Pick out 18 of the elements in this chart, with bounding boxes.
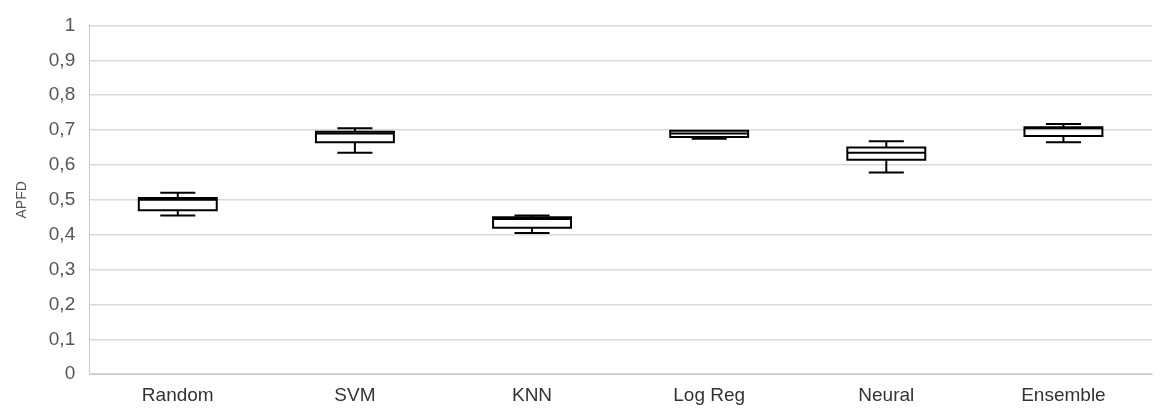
y-tick-label: 1 xyxy=(64,13,76,35)
y-tick-label: 0,6 xyxy=(48,153,76,175)
y-tick-label: 0,9 xyxy=(48,48,76,70)
y-tick-label: 0 xyxy=(64,362,76,384)
y-tick-label: 0,8 xyxy=(48,83,76,105)
y-tick-label: 0,4 xyxy=(48,222,76,244)
x-tick-label: Random xyxy=(141,383,214,405)
y-tick-label: 0,5 xyxy=(48,188,76,210)
x-tick-label: Neural xyxy=(858,383,915,405)
y-tick-label: 0,7 xyxy=(48,118,76,140)
y-tick-label: 0,3 xyxy=(48,257,76,279)
x-tick-label: Ensemble xyxy=(1021,383,1106,405)
y-axis-title: APFD xyxy=(13,181,30,219)
y-tick-label: 0,1 xyxy=(48,327,76,349)
x-tick-label: SVM xyxy=(334,383,376,405)
x-tick-label: KNN xyxy=(511,383,553,405)
x-tick-label: Log Reg xyxy=(673,383,746,405)
y-tick-label: 0,2 xyxy=(48,292,76,314)
